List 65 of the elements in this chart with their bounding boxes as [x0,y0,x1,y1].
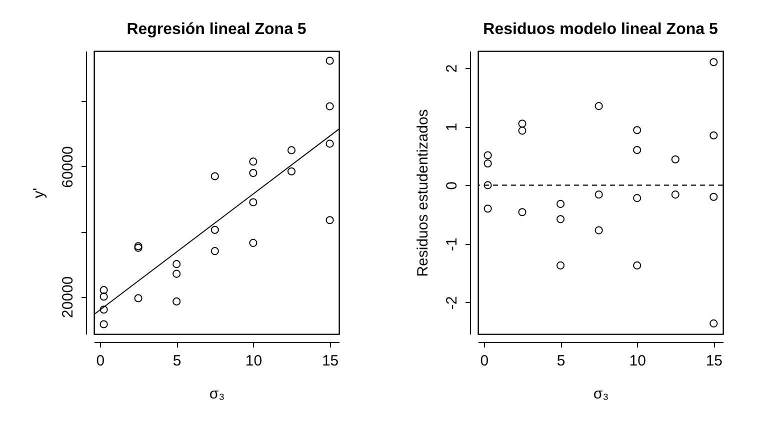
point [326,102,334,110]
point [710,192,718,201]
y-tick-label: 2 [444,64,460,73]
point [710,58,718,66]
point [326,56,334,65]
x-tick-label: 15 [706,352,723,370]
x-axis-title: σ₃ [593,386,609,402]
y-tick-label: 20000 [60,276,76,318]
point [484,204,492,213]
point [249,158,258,166]
x-tick-label: 10 [245,352,262,370]
x-tick-label: 0 [480,352,489,370]
point [710,319,718,328]
y-tick-label: 1 [444,122,460,132]
point [249,198,258,206]
point [671,155,680,164]
point [556,200,565,208]
point [210,172,219,180]
x-axis-title: σ₃ [209,386,225,402]
chart-title: Regresión lineal Zona 5 [126,21,306,38]
y-axis-title: y' [30,188,48,198]
y-axis-title: Residuos estudentizados [414,109,432,277]
point [633,126,642,134]
point [633,261,642,270]
point [100,306,108,314]
point [633,194,642,202]
point [249,238,258,247]
point [326,140,334,148]
point [556,261,565,270]
point [594,102,603,110]
point [249,168,258,178]
y-tick-label: 60000 [60,146,76,188]
point [287,146,296,154]
point [484,159,492,168]
point [633,146,642,154]
point [671,190,680,199]
x-tick-label: 10 [629,352,646,370]
x-tick-label: 0 [96,352,105,370]
point [518,208,526,216]
x-tick-label: 15 [322,352,339,370]
point [518,126,526,135]
point [326,216,334,224]
point [594,190,603,199]
y-tick-label: -2 [444,296,460,310]
y-tick-label: 0 [444,182,460,190]
point [172,297,181,306]
chart-title: Residuos modelo lineal Zona 5 [483,21,718,38]
point [100,292,108,301]
point [484,151,492,160]
point [518,120,526,128]
y-tick-label: -1 [444,238,460,251]
point [100,320,108,328]
point [210,226,219,234]
x-tick-label: 5 [172,352,182,370]
point [134,294,142,302]
point [172,270,181,278]
point [594,226,603,234]
point [556,215,565,224]
point [172,260,181,268]
point [484,181,492,190]
point [710,131,718,140]
point [100,286,108,294]
point [210,247,219,256]
point [287,167,296,176]
x-tick-label: 5 [556,352,566,370]
